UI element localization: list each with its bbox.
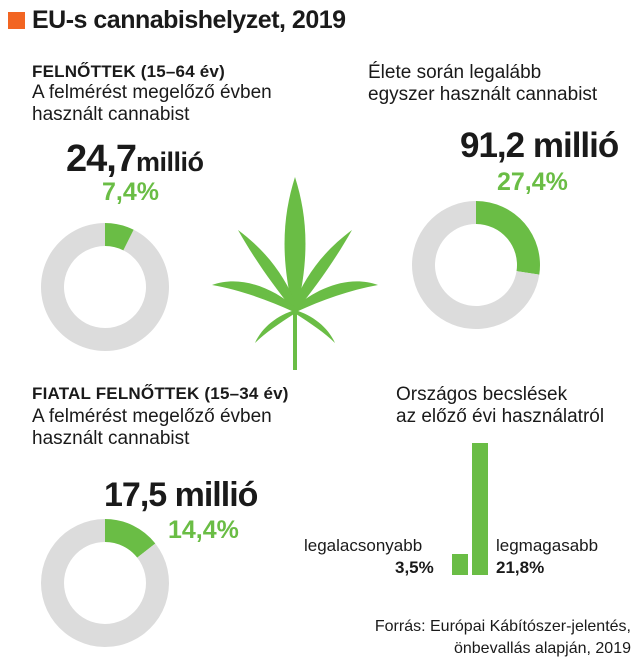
cannabis-leaf-icon [212,177,378,370]
national-title-2: az előző évi használatról [396,406,605,427]
page-title: EU-s cannabishelyzet, 2019 [32,6,346,34]
young-adults-subtitle-2: használt cannabist [32,428,190,449]
bar-highest [472,443,488,575]
lifetime-percent: 27,4% [497,168,568,196]
adults-total-unit: millió [135,147,204,177]
high-label: legmagasabb [496,536,599,555]
high-value: 21,8% [496,558,545,577]
low-value: 3,5% [395,558,434,577]
lifetime-donut-slice-used [476,201,540,275]
national-title-1: Országos becslések [396,384,568,405]
young-adults-total: 17,5 millió [104,476,258,514]
young-adults-heading: FIATAL FELNŐTTEK (15–34 év) [32,384,289,403]
adults-subtitle-1: A felmérést megelőző évben [32,82,272,103]
young-adults-subtitle-1: A felmérést megelőző évben [32,406,272,427]
lifetime-donut-slice-rest [412,201,540,329]
adults-percent: 7,4% [102,178,159,206]
lifetime-subtitle-2: egyszer használt cannabist [368,84,598,105]
adults-donut-chart [40,223,169,351]
adults-heading: FELNŐTTEK (15–64 év) [32,62,225,81]
source-note: Forrás: Európai Kábítószer-jelentés, önb… [375,616,631,660]
national-bar-chart [452,443,490,575]
young-adults-donut-slice-rest [40,519,169,647]
title-marker [8,12,25,29]
source-line-1: Forrás: Európai Kábítószer-jelentés, [374,618,631,635]
lifetime-donut-chart [412,201,540,329]
adults-donut-slice-rest [40,223,169,351]
young-adults-percent: 14,4% [168,516,239,544]
low-label: legalacsonyabb [304,536,423,555]
bar-lowest [452,553,468,575]
young-adults-donut-slice-used [105,519,156,558]
adults-total-number: 24,7 [66,138,137,180]
adults-donut-slice-used [105,223,134,251]
adults-subtitle-2: használt cannabist [32,104,190,125]
lifetime-total: 91,2 millió [460,126,619,165]
young-adults-donut-chart [40,519,169,647]
lifetime-subtitle-1: Élete során legalább [368,62,542,83]
source-line-2: önbevallás alapján, 2019 [453,640,631,657]
adults-total: 24,7millió [66,138,204,181]
